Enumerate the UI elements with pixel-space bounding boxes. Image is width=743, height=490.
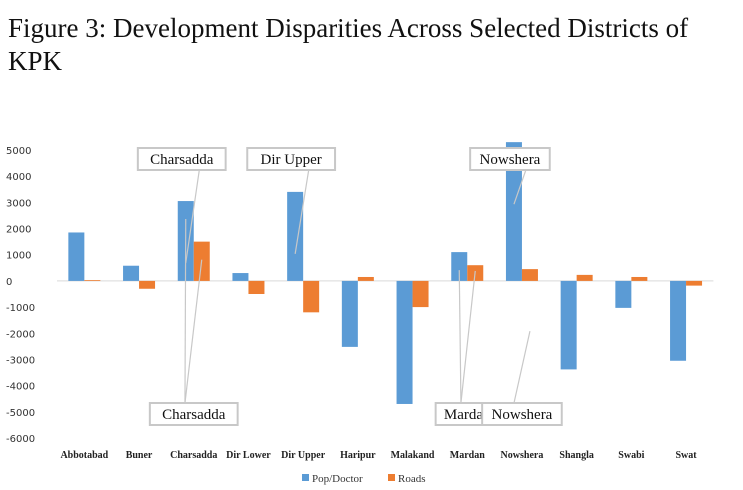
bar-pop-doctor-dir-upper [287, 191, 304, 281]
y-tick-label: -2000 [6, 329, 35, 340]
category-label-shangla: Shangla [559, 450, 593, 461]
y-tick-label: -3000 [6, 355, 35, 366]
callout-label: Nowshera [492, 407, 553, 423]
x-axis-categories: Abbotabad Buner Charsadda Dir Lower Dir Uppe… [60, 450, 697, 461]
callout-leader-line [294, 169, 310, 254]
category-label-mardan: Mardan [450, 450, 485, 461]
y-tick-label: 4000 [6, 172, 31, 183]
y-axis-ticks: 5000 4000 3000 2000 1000 0 -1000 -2000 -3000 -400… [6, 146, 35, 445]
y-tick-label: 5000 [6, 146, 31, 157]
bar-pop-doctor-swabi [615, 280, 632, 308]
callout-leader-line [460, 270, 476, 404]
bar-pop-doctor-mardan [451, 252, 468, 281]
legend: Pop/Doctor Roads [302, 473, 426, 485]
legend-label-pop-doctor: Pop/Doctor [312, 473, 363, 485]
category-label-malakand: Malakand [391, 450, 435, 461]
bar-roads-haripur [357, 276, 374, 281]
bar-pop-doctor-haripur [341, 280, 358, 347]
category-label-dir-lower: Dir Lower [226, 450, 271, 461]
callout-label: Charsadda [150, 152, 214, 168]
callout-box [136, 147, 227, 171]
bar-roads-buner [139, 280, 156, 289]
y-tick-label: 3000 [6, 198, 31, 209]
bar-roads-nowshera [521, 269, 538, 281]
callout-charsadda-bottom: Charsadda [148, 219, 239, 426]
callout-nowshera-bottom: Nowshera [481, 330, 563, 426]
category-label-buner: Buner [126, 450, 153, 461]
y-tick-label: -1000 [6, 303, 35, 314]
callout-leader-line [184, 259, 203, 404]
y-tick-label: 1000 [6, 251, 31, 262]
bar-pop-doctor-malakand [396, 280, 413, 404]
bar-pop-doctor-shangla [560, 280, 577, 370]
y-tick-label: 2000 [6, 225, 31, 236]
legend-swatch-pop-doctor [302, 474, 309, 481]
legend-label-roads: Roads [398, 473, 426, 485]
category-label-swabi: Swabi [618, 450, 644, 461]
bar-pop-doctor-buner [123, 265, 140, 281]
callout-leader-line [458, 270, 462, 404]
y-tick-label: -5000 [6, 408, 35, 419]
category-label-charsadda: Charsadda [170, 450, 217, 461]
category-label-abbotabad: Abbotabad [60, 450, 108, 461]
callout-mardan-bottom: Mardan [434, 270, 500, 426]
category-label-dir-upper: Dir Upper [281, 450, 326, 461]
category-label-swat: Swat [675, 450, 697, 461]
figure-title: Figure 3: Development Disparities Across… [8, 13, 689, 76]
y-tick-label: 0 [6, 277, 12, 288]
bar-roads-dir-lower [248, 280, 265, 294]
bar-roads-malakand [412, 280, 429, 308]
bar-pop-doctor-swat [670, 280, 687, 361]
callout-box [469, 147, 551, 171]
bar-roads-dir-upper [303, 280, 320, 313]
callout-label: Charsadda [162, 407, 226, 423]
category-label-haripur: Haripur [340, 450, 376, 461]
callout-label: Mardan [444, 407, 491, 423]
callout-box [246, 147, 337, 171]
bars-group [68, 142, 703, 404]
callout-dir-upper-top: Dir Upper [246, 147, 337, 254]
callout-leader-line [184, 219, 187, 404]
callout-leader-line [513, 330, 531, 404]
bar-roads-swat [686, 280, 703, 286]
callout-label: Dir Upper [261, 152, 322, 168]
bar-roads-shangla [576, 274, 593, 281]
bar-pop-doctor-dir-lower [232, 273, 249, 281]
bar-roads-swabi [631, 276, 648, 281]
callout-label: Nowshera [480, 152, 541, 168]
y-tick-label: -4000 [6, 382, 35, 393]
callout-box [481, 402, 563, 426]
callout-nowshera-top: Nowshera [469, 147, 551, 205]
callout-leader-line [185, 169, 200, 264]
category-label-nowshera: Nowshera [501, 450, 544, 461]
bar-pop-doctor-nowshera [505, 142, 522, 281]
bar-pop-doctor-abbotabad [68, 232, 85, 281]
y-tick-label: -6000 [6, 434, 35, 445]
legend-swatch-roads [388, 474, 395, 481]
callout-leader-line [513, 169, 527, 205]
callout-charsadda-top: Charsadda [136, 147, 227, 264]
callout-box [148, 402, 239, 426]
bar-roads-abbotabad [84, 280, 101, 281]
